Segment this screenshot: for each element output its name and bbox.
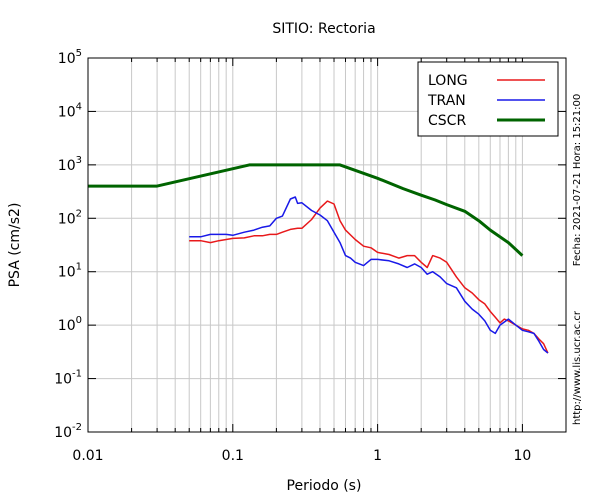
- x-tick-label: 0.1: [222, 448, 244, 464]
- y-tick-label: 10-2: [54, 422, 82, 441]
- ticks: 0.01 0.1 1 10 10-2 10-1 100 101 102 103 104 105: [54, 48, 567, 464]
- y-tick-label: 103: [58, 155, 82, 174]
- x-tick-label: 10: [513, 448, 531, 464]
- series-line-tran: [189, 196, 549, 354]
- y-tick-label: 105: [58, 48, 82, 67]
- legend-box: [417, 61, 559, 137]
- legend-label-long: LONG: [428, 73, 468, 89]
- legend: LONG TRAN CSCR: [417, 61, 559, 137]
- y-tick-label: 102: [58, 208, 82, 227]
- legend-label-cscr: CSCR: [428, 113, 466, 129]
- grid: [88, 58, 566, 432]
- y-tick-label: 10-1: [54, 369, 82, 388]
- x-axis-label: Periodo (s): [287, 478, 362, 494]
- series-layer: [88, 163, 549, 354]
- x-tick-label: 1: [373, 448, 382, 464]
- chart-title: SITIO: Rectoria: [272, 21, 375, 37]
- y-tick-label: 100: [58, 315, 82, 334]
- series-line-cscr: [88, 163, 524, 257]
- x-tick-label: 0.01: [72, 448, 103, 464]
- url-label: http://www.lis.ucr.ac.cr: [572, 310, 583, 425]
- series-line-long: [189, 200, 549, 354]
- y-tick-label: 104: [58, 101, 82, 120]
- y-tick-label: 101: [58, 262, 82, 281]
- y-axis-label: PSA (cm/s2): [7, 203, 23, 288]
- legend-label-tran: TRAN: [427, 93, 466, 109]
- plot-frame: [87, 57, 567, 433]
- date-label: Fecha: 2021-07-21 Hora: 15:21:00: [572, 94, 583, 267]
